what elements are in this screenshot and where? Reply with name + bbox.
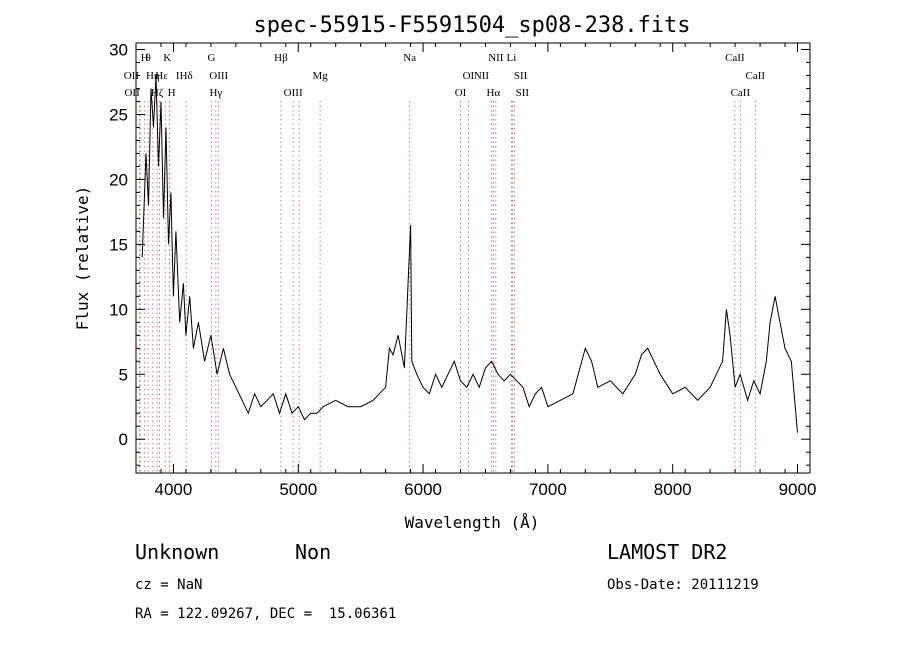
spectral-line-label: H — [168, 87, 176, 99]
spectral-line-label: NII — [488, 52, 504, 64]
chart-title: spec-55915-F5591504_sp08-238.fits — [253, 13, 690, 38]
spectral-line-label: Hα — [486, 87, 500, 99]
class-label: Unknown — [135, 540, 220, 564]
flux-line — [141, 75, 798, 433]
y-tick-label: 15 — [109, 235, 128, 254]
x-axis-label: Wavelength (Å) — [405, 513, 540, 532]
spectral-line-label: SII — [514, 70, 528, 82]
spectral-line-label: I — [176, 70, 180, 82]
x-tick-label: 7000 — [529, 480, 567, 499]
spectral-line-label: OIII — [209, 70, 228, 82]
y-tick-label: 30 — [109, 40, 128, 59]
survey-label: LAMOST DR2 — [607, 540, 728, 564]
spectral-line-label: G — [208, 52, 216, 64]
x-tick-label: 6000 — [404, 480, 442, 499]
spectral-line-label: Hε — [155, 70, 168, 82]
spectral-line-label: OII — [124, 70, 140, 82]
obs-date-label: Obs-Date: 20111219 — [607, 577, 759, 593]
x-tick-label: 4000 — [155, 480, 193, 499]
spectral-line-label: NII — [474, 70, 490, 82]
spectral-line-label: Mg — [312, 70, 328, 82]
spectral-line-label: CaII — [746, 70, 766, 82]
spectral-line-label: K — [163, 52, 171, 64]
spectral-line-label: OIII — [284, 87, 303, 99]
y-tick-label: 0 — [119, 430, 128, 449]
y-tick-label: 5 — [119, 365, 128, 384]
y-tick-label: 10 — [109, 300, 128, 319]
spectral-line-label: Hβ — [274, 52, 288, 64]
x-tick-label: 9000 — [779, 480, 817, 499]
y-tick-label: 20 — [109, 170, 128, 189]
spectral-line-label: H — [141, 52, 149, 64]
redshift-label: cz = NaN — [135, 577, 203, 593]
spectral-line-label: SII — [516, 87, 530, 99]
spectral-line-label: OI — [455, 87, 467, 99]
tick-layer: 4000 5000 6000 7000 8000 9000 0 5 10 15 20 25 30 — [109, 40, 816, 499]
spectral-line-label: Hδ — [180, 70, 193, 82]
coordinates-label: RA = 122.09267, DEC = 15.06361 — [135, 606, 397, 622]
spectral-line-label: Hζ — [151, 87, 164, 99]
spectral-line-label: Li — [507, 52, 517, 64]
subclass-label: Non — [295, 540, 332, 564]
y-tick-label: 25 — [109, 105, 128, 124]
spectral-line-label: CaII — [731, 87, 751, 99]
y-axis-label: Flux (relative) — [73, 186, 92, 331]
x-tick-label: 8000 — [654, 480, 692, 499]
spectral-line-label: OI — [463, 70, 475, 82]
spectral-line-label: θ — [145, 52, 150, 64]
x-tick-label: 5000 — [279, 480, 317, 499]
spectral-line-label: Na — [403, 52, 416, 64]
spectral-line-label: Hγ — [209, 87, 222, 99]
series-layer — [141, 75, 798, 433]
spectral-line-label: CaII — [725, 52, 745, 64]
plot-frame — [135, 42, 811, 474]
